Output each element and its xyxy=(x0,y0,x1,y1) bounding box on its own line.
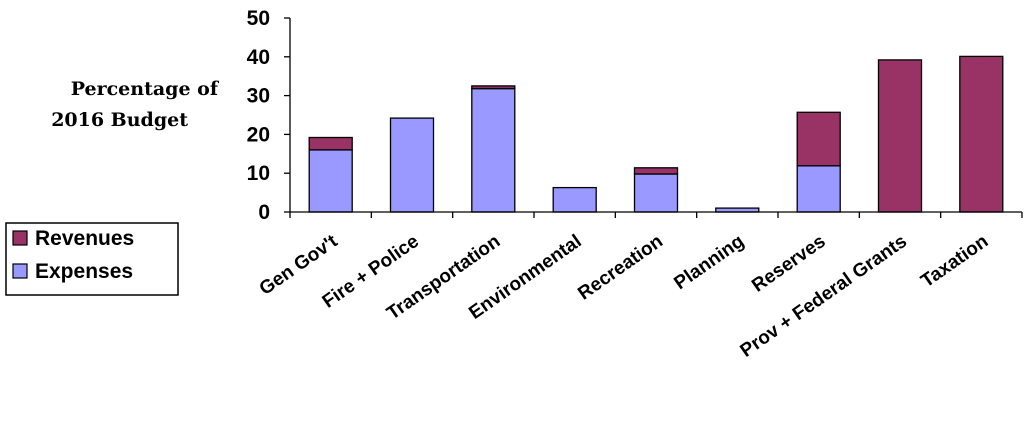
bar-revenues-taxation xyxy=(959,55,1004,213)
x-category-label-taxation: Taxation xyxy=(917,231,992,292)
bars-group xyxy=(308,55,1004,213)
bar-revenues-transportation xyxy=(471,85,516,90)
y-tick-label-20: 20 xyxy=(247,123,270,146)
y-axis-label-line-2: 2016 Budget xyxy=(51,109,188,131)
y-tick-label-10: 10 xyxy=(247,162,270,185)
y-tick-label-0: 0 xyxy=(258,201,270,224)
legend-swatch-expenses xyxy=(12,263,28,279)
legend-swatch-revenues xyxy=(12,230,28,246)
bar-expenses-transportation xyxy=(471,87,516,213)
legend-label-revenues: Revenues xyxy=(35,227,134,250)
y-tick-label-30: 30 xyxy=(247,85,270,108)
bar-revenues-recreation xyxy=(633,167,679,175)
bar-revenues-prov-federal-grants xyxy=(877,59,923,213)
y-tick-label-50: 50 xyxy=(247,7,270,30)
bar-expenses-recreation xyxy=(633,173,679,213)
legend-label-expenses: Expenses xyxy=(35,260,133,283)
legend: Revenues Expenses xyxy=(5,222,179,296)
bar-revenues-reserves xyxy=(796,111,841,167)
legend-box xyxy=(5,222,179,296)
bar-expenses-environmental xyxy=(552,186,597,213)
x-category-label-recreation: Recreation xyxy=(574,231,666,305)
x-category-label-planning: Planning xyxy=(670,231,748,294)
x-category-label-reserves: Reserves xyxy=(748,231,829,297)
bar-expenses-fire-police xyxy=(389,117,435,213)
y-tick-label-40: 40 xyxy=(247,46,270,69)
y-axis-label-line-1: Percentage of xyxy=(71,78,220,100)
bar-revenues-gen-gov-t xyxy=(308,136,353,151)
bar-expenses-gen-gov-t xyxy=(308,149,353,213)
bar-expenses-reserves xyxy=(796,165,841,213)
